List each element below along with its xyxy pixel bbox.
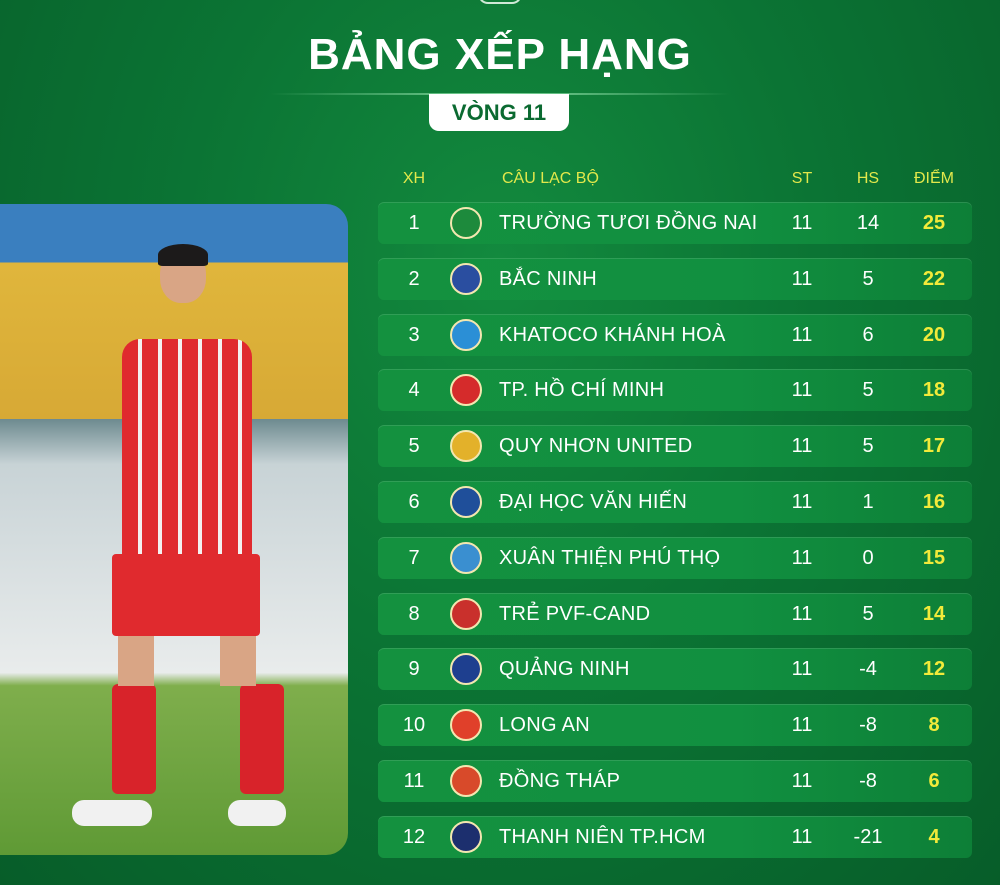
club-name: XUÂN THIỆN PHÚ THỌ bbox=[499, 546, 721, 569]
table-row: 2 BẮC NINH 11 5 22 bbox=[378, 257, 972, 300]
points-cell: 22 bbox=[922, 267, 946, 290]
player-photo bbox=[0, 204, 348, 855]
goal-diff-cell: -21 bbox=[853, 825, 883, 848]
points-cell: 6 bbox=[928, 770, 940, 792]
goal-diff-cell: -4 bbox=[859, 658, 877, 681]
header-goal-diff: HS bbox=[856, 170, 880, 187]
points-cell: 18 bbox=[922, 379, 946, 402]
table-row: 3 KHATOCO KHÁNH HOÀ 11 6 20 bbox=[378, 313, 972, 356]
rank-cell: 2 bbox=[408, 267, 420, 290]
club-name: THANH NIÊN TP.HCM bbox=[499, 825, 706, 848]
rank-cell: 7 bbox=[408, 546, 420, 569]
club-name: LONG AN bbox=[499, 714, 591, 737]
goal-diff-cell: 14 bbox=[856, 212, 880, 234]
rank-cell: 4 bbox=[408, 379, 420, 402]
table-row: 1 TRƯỜNG TƯƠI ĐỒNG NAI 11 14 25 bbox=[378, 202, 972, 244]
points-cell: 25 bbox=[922, 212, 946, 234]
rank-cell: 6 bbox=[408, 491, 420, 513]
table-row: 11 ĐỒNG THÁP 11 -8 6 bbox=[378, 760, 972, 802]
played-cell: 11 bbox=[791, 714, 813, 737]
played-cell: 11 bbox=[791, 323, 813, 346]
rank-cell: 1 bbox=[408, 212, 420, 234]
club-logo-icon bbox=[450, 374, 482, 407]
goal-diff-cell: 5 bbox=[862, 379, 874, 402]
points-cell: 17 bbox=[922, 435, 946, 458]
goal-diff-cell: 5 bbox=[862, 435, 874, 458]
table-row: 10 LONG AN 11 -8 8 bbox=[378, 704, 972, 747]
table-row: 4 TP. HỒ CHÍ MINH 11 5 18 bbox=[378, 369, 972, 412]
points-cell: 4 bbox=[928, 825, 940, 848]
club-name: TRẺ PVF-CAND bbox=[499, 602, 651, 625]
played-cell: 11 bbox=[791, 658, 813, 681]
club-name: QUẢNG NINH bbox=[499, 658, 630, 681]
played-cell: 11 bbox=[791, 379, 813, 402]
rank-cell: 3 bbox=[408, 323, 420, 346]
played-cell: 11 bbox=[791, 825, 813, 848]
rank-cell: 9 bbox=[408, 658, 420, 681]
club-logo-icon bbox=[450, 653, 482, 686]
points-cell: 12 bbox=[922, 658, 946, 681]
club-name: ĐẠI HỌC VĂN HIẾN bbox=[499, 491, 688, 513]
rank-cell: 10 bbox=[402, 714, 426, 737]
goal-diff-cell: 5 bbox=[862, 267, 874, 290]
club-name: TP. HỒ CHÍ MINH bbox=[499, 379, 665, 402]
rank-cell: 12 bbox=[402, 825, 426, 848]
played-cell: 11 bbox=[791, 546, 813, 569]
table-row: 9 QUẢNG NINH 11 -4 12 bbox=[378, 648, 972, 691]
rank-cell: 5 bbox=[408, 435, 420, 458]
rank-cell: 11 bbox=[403, 770, 425, 792]
header-club: CÂU LẠC BỘ bbox=[502, 170, 599, 187]
goal-diff-cell: -8 bbox=[859, 714, 877, 737]
table-row: 8 TRẺ PVF-CAND 11 5 14 bbox=[378, 592, 972, 635]
points-cell: 15 bbox=[922, 546, 946, 569]
club-logo-icon bbox=[450, 541, 482, 574]
round-badge: VÒNG 11 bbox=[429, 94, 569, 131]
club-name: QUY NHƠN UNITED bbox=[499, 435, 693, 458]
goal-diff-cell: 1 bbox=[862, 491, 874, 513]
club-logo-icon bbox=[450, 207, 482, 239]
club-logo-icon bbox=[450, 262, 482, 295]
goal-diff-cell: 6 bbox=[862, 323, 874, 346]
club-name: ĐỒNG THÁP bbox=[499, 770, 621, 792]
points-cell: 14 bbox=[922, 602, 946, 625]
club-name: KHATOCO KHÁNH HOÀ bbox=[499, 323, 726, 346]
goal-diff-cell: -8 bbox=[859, 770, 877, 792]
header-rank: XH bbox=[402, 170, 426, 187]
table-row: 12 THANH NIÊN TP.HCM 11 -21 4 bbox=[378, 815, 972, 858]
header-played: ST bbox=[791, 170, 813, 187]
points-cell: 16 bbox=[922, 491, 946, 513]
played-cell: 11 bbox=[791, 602, 813, 625]
club-logo-icon bbox=[450, 765, 482, 797]
played-cell: 11 bbox=[791, 212, 813, 234]
rank-cell: 8 bbox=[408, 602, 420, 625]
club-logo-icon bbox=[450, 820, 482, 853]
club-logo-icon bbox=[450, 430, 482, 463]
table-row: 6 ĐẠI HỌC VĂN HIẾN 11 1 16 bbox=[378, 481, 972, 523]
club-logo-icon bbox=[450, 486, 482, 518]
points-cell: 8 bbox=[928, 714, 940, 737]
club-logo-icon bbox=[450, 709, 482, 742]
played-cell: 11 bbox=[791, 491, 813, 513]
played-cell: 11 bbox=[791, 267, 813, 290]
club-logo-icon bbox=[450, 597, 482, 630]
club-logo-icon bbox=[450, 318, 482, 351]
header-points: ĐIỂM bbox=[914, 170, 954, 187]
crest-icon bbox=[478, 0, 522, 4]
club-name: BẮC NINH bbox=[499, 267, 597, 290]
table-row: 7 XUÂN THIỆN PHÚ THỌ 11 0 15 bbox=[378, 536, 972, 579]
table-row: 5 QUY NHƠN UNITED 11 5 17 bbox=[378, 425, 972, 468]
page-title: BẢNG XẾP HẠNG bbox=[308, 30, 692, 79]
played-cell: 11 bbox=[791, 770, 813, 792]
played-cell: 11 bbox=[791, 435, 813, 458]
goal-diff-cell: 5 bbox=[862, 602, 874, 625]
club-name: TRƯỜNG TƯƠI ĐỒNG NAI bbox=[499, 212, 758, 234]
points-cell: 20 bbox=[922, 323, 946, 346]
goal-diff-cell: 0 bbox=[862, 546, 874, 569]
